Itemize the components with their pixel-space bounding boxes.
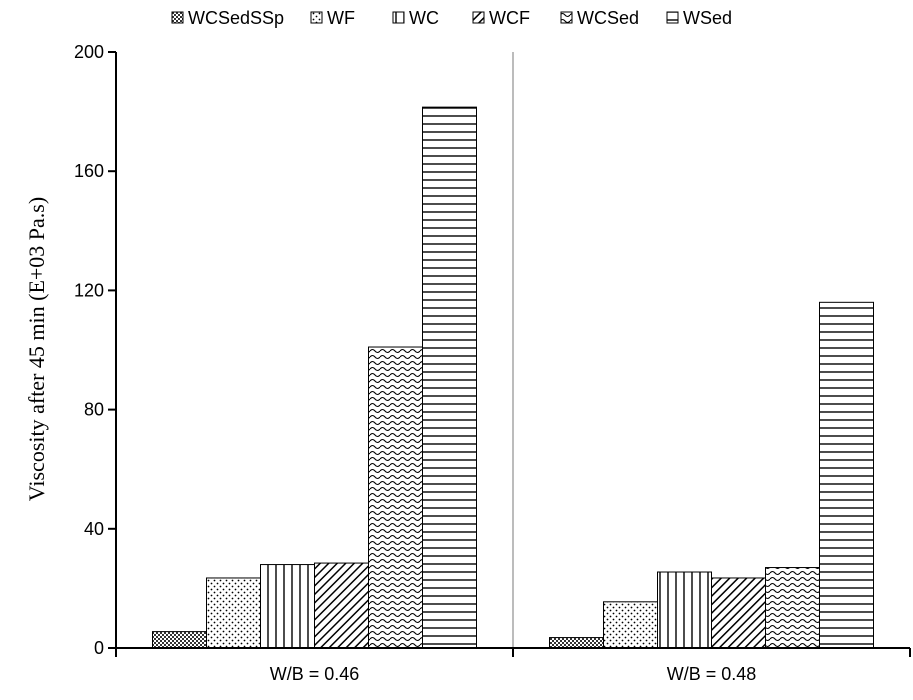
- legend-label-wf: WF: [327, 8, 355, 28]
- bars-group: [152, 106, 874, 649]
- y-tick-label: 80: [84, 400, 104, 420]
- legend-label-wc: WC: [409, 8, 439, 28]
- y-axis-title: Viscosity after 45 min (E+03 Pa.s): [24, 197, 49, 501]
- legend-swatch-wsed: [666, 11, 679, 24]
- legend-label-wcsed: WCSed: [577, 8, 639, 28]
- legend-swatch-wcsedssp: [171, 11, 184, 24]
- bar-wcf-1: [314, 562, 369, 649]
- bar-wcf-2: [711, 577, 766, 649]
- bar-wf-1: [206, 577, 261, 649]
- y-ticks-group: 0 40 80 120 160 200: [74, 42, 116, 658]
- chart-legend: WCSedSSp WF WC WCF WCSed WSed: [171, 8, 732, 28]
- bar-wc-2: [657, 571, 712, 649]
- bar-wcsedssp-1: [152, 631, 207, 649]
- bar-wsed-1: [422, 106, 477, 649]
- legend-label-wsed: WSed: [683, 8, 732, 28]
- bar-wcsedssp-2: [549, 637, 604, 649]
- y-tick-label: 120: [74, 280, 104, 300]
- bar-wf-2: [603, 601, 658, 649]
- y-tick-label: 200: [74, 42, 104, 62]
- category-label: W/B = 0.46: [270, 664, 360, 684]
- legend-label-wcsedssp: WCSedSSp: [188, 8, 284, 28]
- y-tick-label: 0: [94, 638, 104, 658]
- legend-swatch-wcf: [472, 11, 485, 24]
- legend-swatch-wc: [392, 11, 405, 24]
- y-tick-label: 40: [84, 519, 104, 539]
- legend-label-wcf: WCF: [489, 8, 530, 28]
- bar-wcsed-2: [765, 567, 820, 649]
- category-labels-group: W/B = 0.46 W/B = 0.48: [270, 664, 757, 684]
- category-label: W/B = 0.48: [667, 664, 757, 684]
- axes-group: [115, 52, 911, 657]
- bar-wc-1: [260, 564, 315, 649]
- y-tick-label: 160: [74, 161, 104, 181]
- bar-wcsed-1: [368, 346, 423, 649]
- bar-wsed-2: [819, 301, 874, 649]
- legend-swatch-wf: [310, 11, 323, 24]
- legend-swatch-wcsed: [560, 11, 573, 24]
